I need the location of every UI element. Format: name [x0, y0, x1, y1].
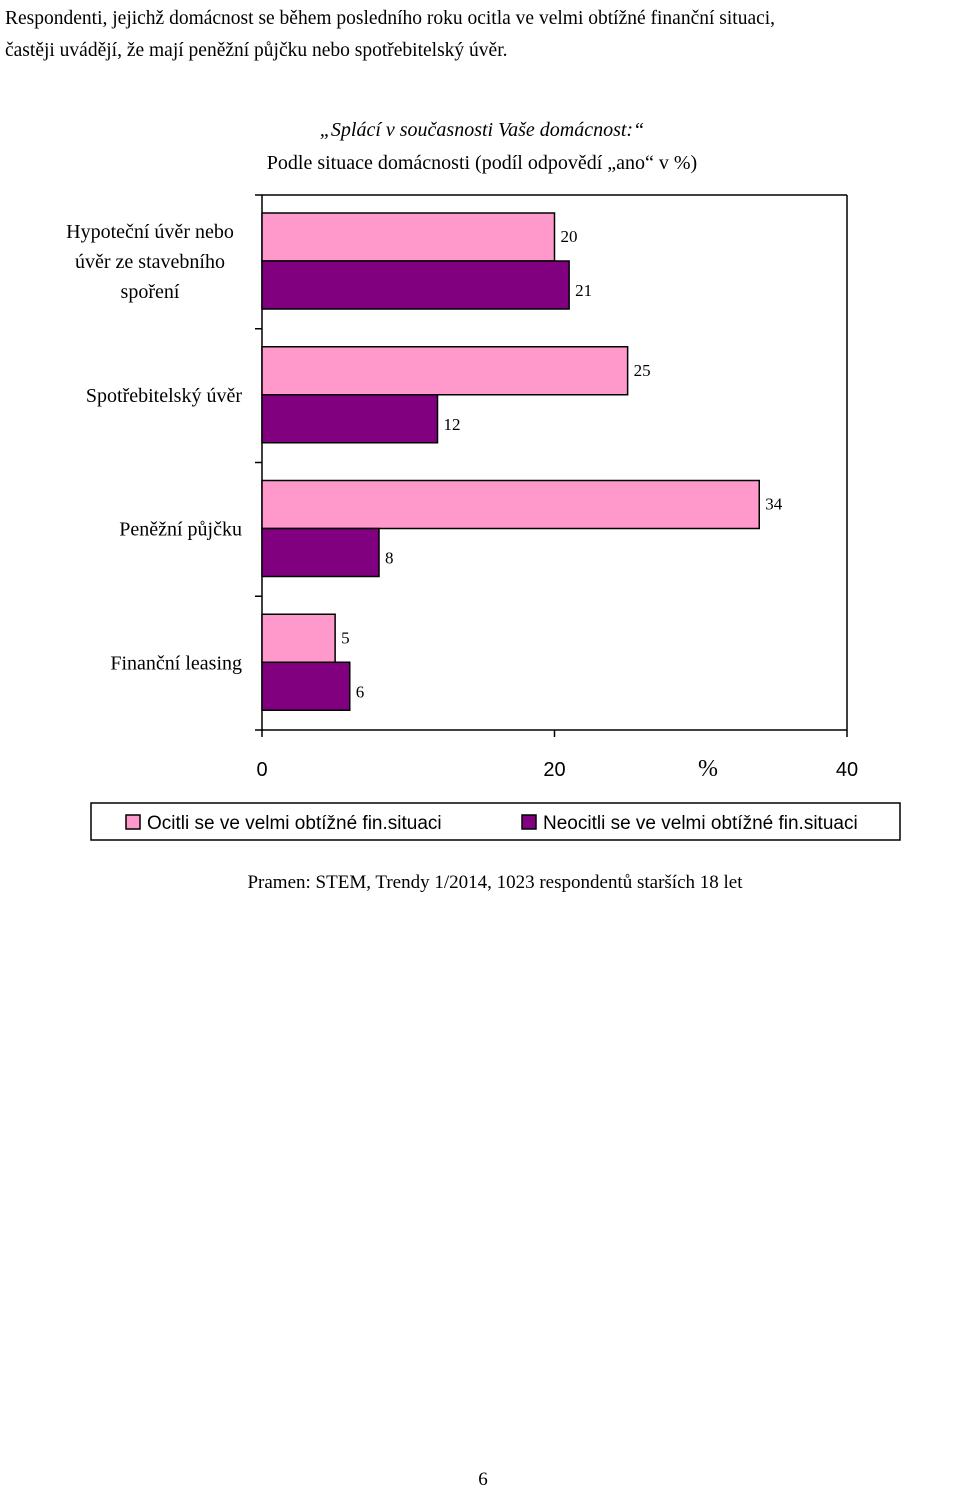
- legend-box: [90, 802, 901, 841]
- legend-swatch: [521, 814, 537, 830]
- bar-ocitli: [261, 212, 556, 262]
- category-label: Finanční leasing: [110, 652, 242, 674]
- data-label: 25: [634, 361, 651, 380]
- bar-neocitli: [261, 527, 380, 578]
- bar-neocitli: [261, 394, 439, 444]
- intro-line-1: Respondenti, jejichž domácnost se během …: [5, 8, 776, 29]
- data-label: 12: [444, 415, 461, 434]
- page-number: 6: [478, 1469, 488, 1490]
- chart-subtitle: Podle situace domácnosti (podíl odpovědí…: [267, 152, 697, 174]
- category-label: úvěr ze stavebního: [75, 251, 225, 273]
- x-tick-label: 0: [256, 759, 267, 781]
- category-label: Peněžní půjčku: [119, 519, 242, 541]
- legend-swatch: [125, 814, 141, 830]
- data-label: 20: [561, 227, 578, 246]
- x-tick-label: 20: [543, 759, 565, 781]
- category-label: spoření: [121, 281, 180, 303]
- legend-label: Neocitli se ve velmi obtížné fin.situaci: [543, 813, 858, 834]
- data-label: 21: [575, 281, 592, 300]
- intro-line-2: častěji uvádějí, že mají peněžní půjčku …: [5, 40, 508, 61]
- legend-label: Ocitli se ve velmi obtížné fin.situaci: [147, 813, 442, 834]
- bar-neocitli: [261, 260, 570, 310]
- data-label: 8: [385, 549, 394, 568]
- data-label: 34: [765, 495, 783, 514]
- category-label: Hypoteční úvěr nebo: [66, 221, 234, 243]
- chart-title: „Splácí v současnosti Vaše domácnost:“: [320, 119, 644, 141]
- x-tick-label: 40: [836, 759, 858, 781]
- intro-text: Respondenti, jejichž domácnost se během …: [5, 3, 955, 67]
- bar-neocitli: [261, 661, 351, 711]
- data-label: 6: [356, 682, 365, 701]
- data-label: 5: [341, 628, 350, 647]
- bar-ocitli: [261, 613, 336, 663]
- bar-chart: „Splácí v současnosti Vaše domácnost:“ Po…: [66, 119, 901, 841]
- category-label: Spotřebitelský úvěr: [86, 385, 242, 407]
- x-axis-label: %: [698, 756, 718, 782]
- bar-ocitli: [261, 479, 760, 530]
- source-note: Pramen: STEM, Trendy 1/2014, 1023 respon…: [247, 872, 743, 893]
- bar-ocitli: [261, 346, 629, 396]
